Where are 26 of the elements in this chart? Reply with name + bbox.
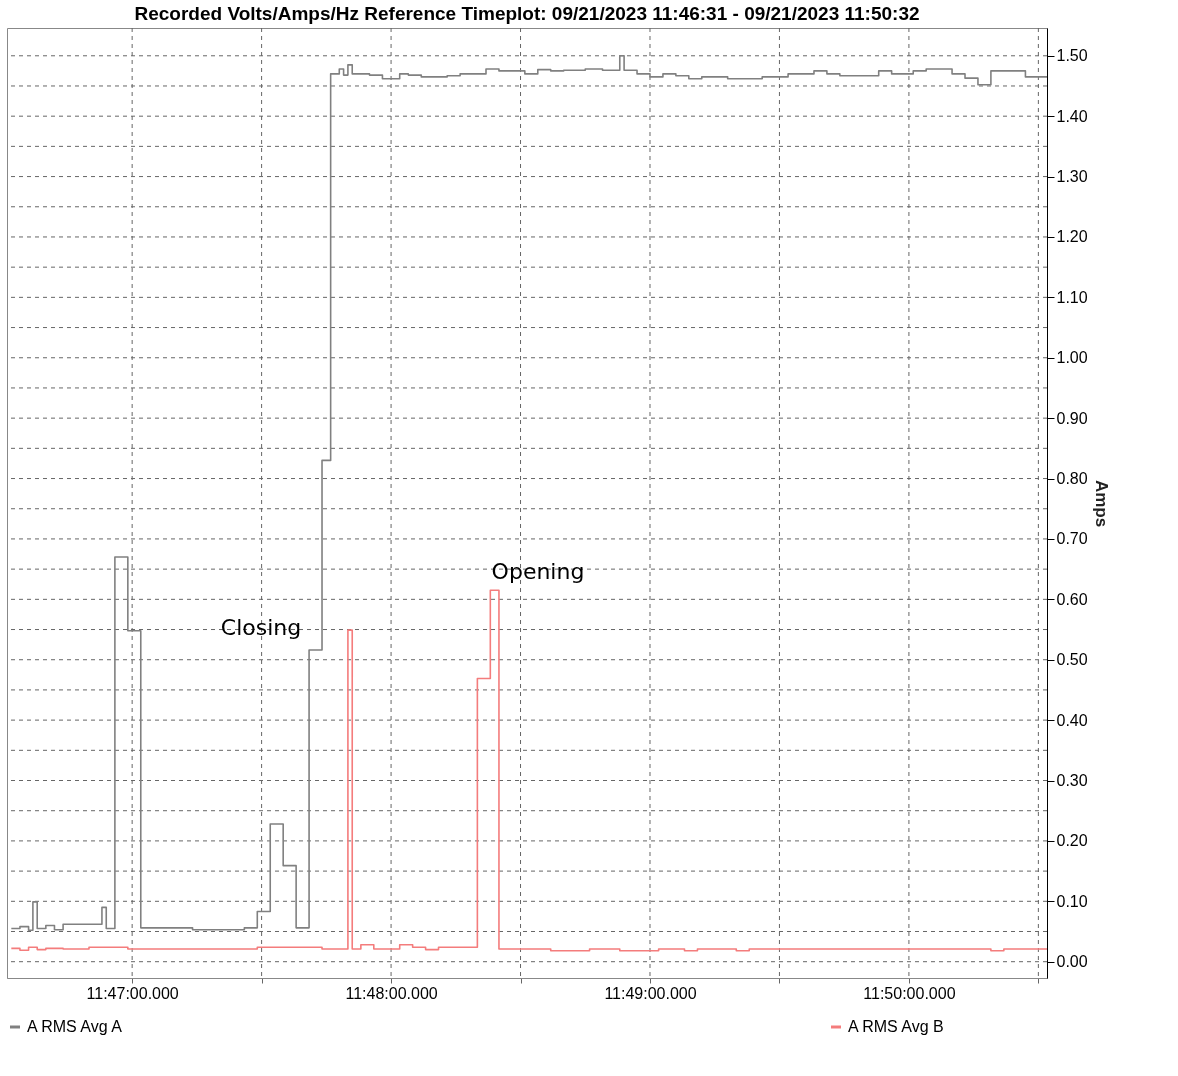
annotation: Closing bbox=[220, 615, 302, 640]
x-tick-label: 11:50:00.000 bbox=[863, 984, 956, 1002]
y-tick-label: 0.20 bbox=[1056, 832, 1088, 850]
chart-title: Recorded Volts/Amps/Hz Reference Timeplot: 09/21/2023 11:46:31 - 09/21/2023 11:50:32 bbox=[134, 2, 920, 24]
legend-label: A RMS Avg A bbox=[27, 1018, 123, 1035]
y-tick-label: 1.20 bbox=[1056, 228, 1088, 246]
x-tick-label: 11:47:00.000 bbox=[86, 984, 179, 1002]
y-tick-label: 1.30 bbox=[1056, 168, 1088, 186]
y-tick-label: 0.00 bbox=[1056, 953, 1088, 971]
x-tick-label: 11:49:00.000 bbox=[604, 984, 697, 1002]
y-tick-label: 1.10 bbox=[1056, 288, 1088, 306]
y-tick-label: 0.10 bbox=[1056, 892, 1088, 910]
y-tick-label: 0.80 bbox=[1056, 470, 1088, 488]
y-tick-label: 0.60 bbox=[1056, 590, 1088, 608]
annotation: Opening bbox=[491, 559, 585, 584]
y-tick-label: 0.40 bbox=[1056, 711, 1088, 729]
y-tick-label: 1.00 bbox=[1056, 349, 1088, 367]
y-tick-label: 0.30 bbox=[1056, 772, 1088, 790]
y-tick-label: 0.70 bbox=[1056, 530, 1088, 548]
y-tick-label: 1.40 bbox=[1056, 107, 1088, 125]
y-tick-label: 0.90 bbox=[1056, 409, 1088, 427]
legend-label: A RMS Avg B bbox=[848, 1018, 944, 1035]
y-tick-label: 1.50 bbox=[1056, 47, 1088, 65]
y-axis-title: Amps bbox=[1091, 479, 1111, 528]
y-tick-label: 0.50 bbox=[1056, 651, 1088, 669]
x-tick-label: 11:48:00.000 bbox=[345, 984, 438, 1002]
